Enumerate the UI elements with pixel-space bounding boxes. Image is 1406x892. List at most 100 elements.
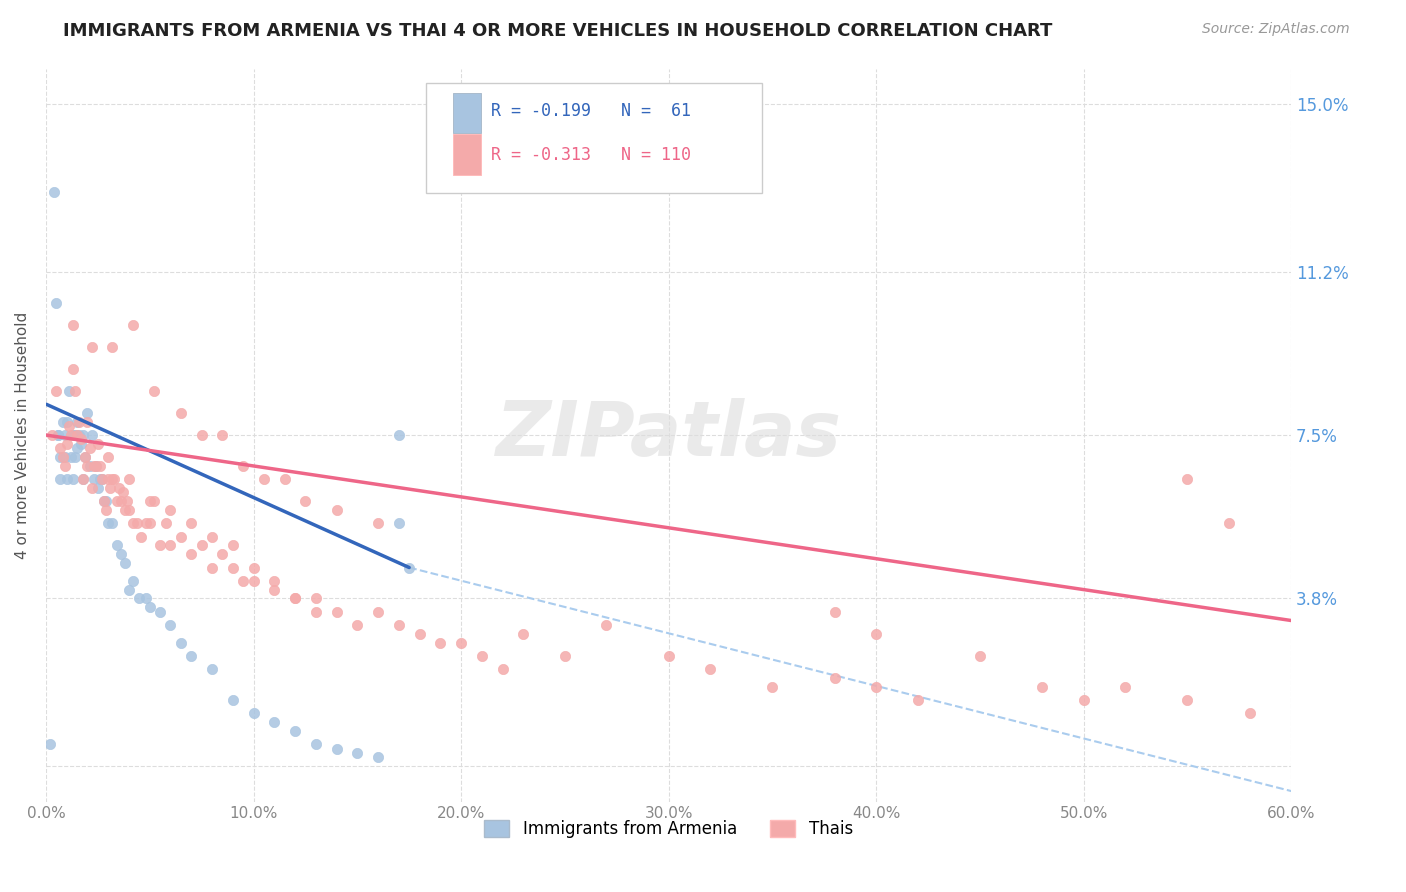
Point: [135, 516, 157, 531]
Point: [969, 648, 991, 663]
Point: [122, 318, 145, 332]
Point: [232, 458, 254, 473]
Point: [1177, 693, 1199, 707]
Point: [211, 547, 233, 561]
Point: [70, 437, 93, 451]
Point: [159, 503, 181, 517]
Point: [201, 662, 224, 676]
Point: [114, 556, 136, 570]
Point: [84, 458, 107, 473]
Point: [49, 472, 72, 486]
Point: [67, 428, 90, 442]
Point: [66, 415, 89, 429]
Point: [180, 516, 202, 531]
Point: [101, 472, 124, 486]
Point: [824, 671, 846, 685]
Text: ZIPatlas: ZIPatlas: [495, 398, 842, 472]
Point: [170, 530, 193, 544]
Point: [118, 503, 141, 517]
Point: [91, 472, 114, 486]
Point: [49, 442, 72, 456]
Point: [1239, 706, 1261, 721]
Point: [76, 406, 98, 420]
Point: [45, 295, 67, 310]
Point: [87, 481, 110, 495]
Point: [761, 680, 783, 694]
Point: [242, 574, 264, 588]
Point: [149, 605, 172, 619]
Point: [284, 723, 307, 738]
Point: [76, 415, 98, 429]
Point: [865, 680, 887, 694]
Point: [39, 737, 62, 751]
Point: [222, 693, 245, 707]
Point: [84, 458, 107, 473]
Point: [284, 591, 307, 606]
Point: [63, 384, 86, 398]
Point: [131, 530, 153, 544]
Point: [253, 472, 276, 486]
Point: [63, 450, 86, 464]
Point: [62, 361, 84, 376]
Text: IMMIGRANTS FROM ARMENIA VS THAI 4 OR MORE VEHICLES IN HOUSEHOLD CORRELATION CHAR: IMMIGRANTS FROM ARMENIA VS THAI 4 OR MOR…: [63, 22, 1053, 40]
Point: [101, 340, 124, 354]
Point: [127, 516, 149, 531]
Point: [159, 538, 181, 552]
Point: [284, 591, 307, 606]
Point: [408, 627, 430, 641]
Point: [471, 648, 494, 663]
Point: [170, 406, 193, 420]
Text: R = -0.313   N = 110: R = -0.313 N = 110: [491, 146, 690, 164]
Point: [367, 750, 389, 764]
Point: [367, 516, 389, 531]
Point: [103, 472, 125, 486]
Point: [49, 450, 72, 464]
Point: [1073, 693, 1095, 707]
Point: [149, 538, 172, 552]
Y-axis label: 4 or more Vehicles in Household: 4 or more Vehicles in Household: [15, 311, 30, 558]
Point: [80, 340, 103, 354]
Point: [190, 538, 212, 552]
Point: [110, 547, 132, 561]
Point: [105, 494, 128, 508]
Point: [48, 428, 70, 442]
Point: [263, 582, 285, 597]
Point: [53, 450, 76, 464]
Point: [1218, 516, 1240, 531]
Point: [59, 450, 82, 464]
Point: [115, 494, 138, 508]
Point: [80, 481, 103, 495]
Point: [201, 530, 224, 544]
Point: [97, 450, 120, 464]
FancyBboxPatch shape: [453, 93, 481, 133]
Point: [55, 472, 77, 486]
Point: [53, 458, 76, 473]
FancyBboxPatch shape: [453, 135, 481, 175]
Point: [66, 442, 89, 456]
Legend: Immigrants from Armenia, Thais: Immigrants from Armenia, Thais: [478, 813, 859, 845]
Point: [190, 428, 212, 442]
Point: [142, 384, 165, 398]
Point: [325, 605, 347, 619]
Point: [55, 437, 77, 451]
Point: [45, 384, 67, 398]
Point: [865, 627, 887, 641]
Point: [273, 472, 295, 486]
Point: [110, 494, 132, 508]
Point: [80, 428, 103, 442]
Point: [139, 494, 162, 508]
Point: [58, 419, 80, 434]
Point: [44, 185, 66, 199]
Point: [170, 635, 193, 649]
Point: [93, 494, 115, 508]
Point: [305, 591, 328, 606]
Point: [79, 442, 101, 456]
Point: [222, 560, 245, 574]
Point: [79, 458, 101, 473]
Point: [89, 472, 111, 486]
Point: [62, 318, 84, 332]
Point: [122, 574, 145, 588]
Point: [107, 481, 129, 495]
Point: [180, 547, 202, 561]
Point: [72, 472, 94, 486]
